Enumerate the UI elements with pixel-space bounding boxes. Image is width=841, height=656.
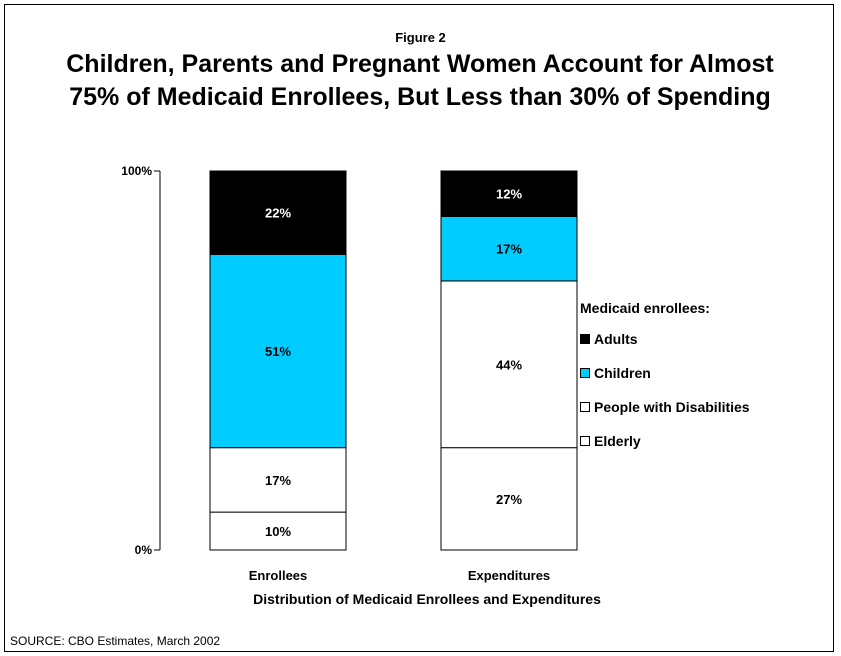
legend-swatch-elderly [580, 436, 590, 446]
bar-enrollees-adults [209, 170, 347, 255]
legend: Medicaid enrollees: Adults Children People… [580, 300, 820, 466]
legend-item-elderly: Elderly [580, 432, 820, 450]
chart-title: Children, Parents and Pregnant Women Acc… [66, 50, 774, 111]
source-note: SOURCE: CBO Estimates, March 2002 [10, 634, 221, 648]
bar-expenditures-adults [440, 170, 578, 217]
legend-item-adults: Adults [580, 330, 820, 348]
legend-label-adults: Adults [594, 331, 638, 347]
data-label-expenditures-children: 17% [496, 242, 522, 257]
y-tick-label-0: 0% [135, 543, 153, 557]
bar-enrollees-children [209, 253, 347, 449]
y-tick-label-100: 100% [121, 164, 152, 178]
bar-enrollees-elderly [209, 511, 347, 551]
bar-expenditures-elderly [440, 447, 578, 551]
figure-label: Figure 2 [395, 30, 446, 45]
data-label-enrollees-children: 51% [265, 344, 291, 359]
x-tick-label-enrollees: Enrollees [249, 568, 308, 583]
legend-item-children: Children [580, 364, 820, 382]
data-label-enrollees-people-with-disabilities: 17% [265, 473, 291, 488]
legend-label-people-with-disabilities: People with Disabilities [594, 399, 750, 415]
data-label-expenditures-people-with-disabilities: 44% [496, 357, 522, 372]
x-tick-label-expenditures: Expenditures [468, 568, 550, 583]
data-label-enrollees-elderly: 10% [265, 524, 291, 539]
legend-swatch-children [580, 368, 590, 378]
legend-item-people-with-disabilities: People with Disabilities [580, 398, 820, 416]
legend-label-children: Children [594, 365, 651, 381]
data-label-expenditures-elderly: 27% [496, 492, 522, 507]
bar-expenditures-people-with-disabilities [440, 280, 578, 449]
bar-expenditures-children [440, 215, 578, 282]
data-label-enrollees-adults: 22% [265, 206, 291, 221]
legend-swatch-people-with-disabilities [580, 402, 590, 412]
chart-frame [4, 4, 834, 652]
legend-title: Medicaid enrollees: [580, 300, 710, 316]
bar-enrollees-people-with-disabilities [209, 447, 347, 513]
data-label-expenditures-adults: 12% [496, 187, 522, 202]
legend-label-elderly: Elderly [594, 433, 641, 449]
legend-swatch-adults [580, 334, 590, 344]
x-axis-title: Distribution of Medicaid Enrollees and E… [253, 591, 601, 607]
